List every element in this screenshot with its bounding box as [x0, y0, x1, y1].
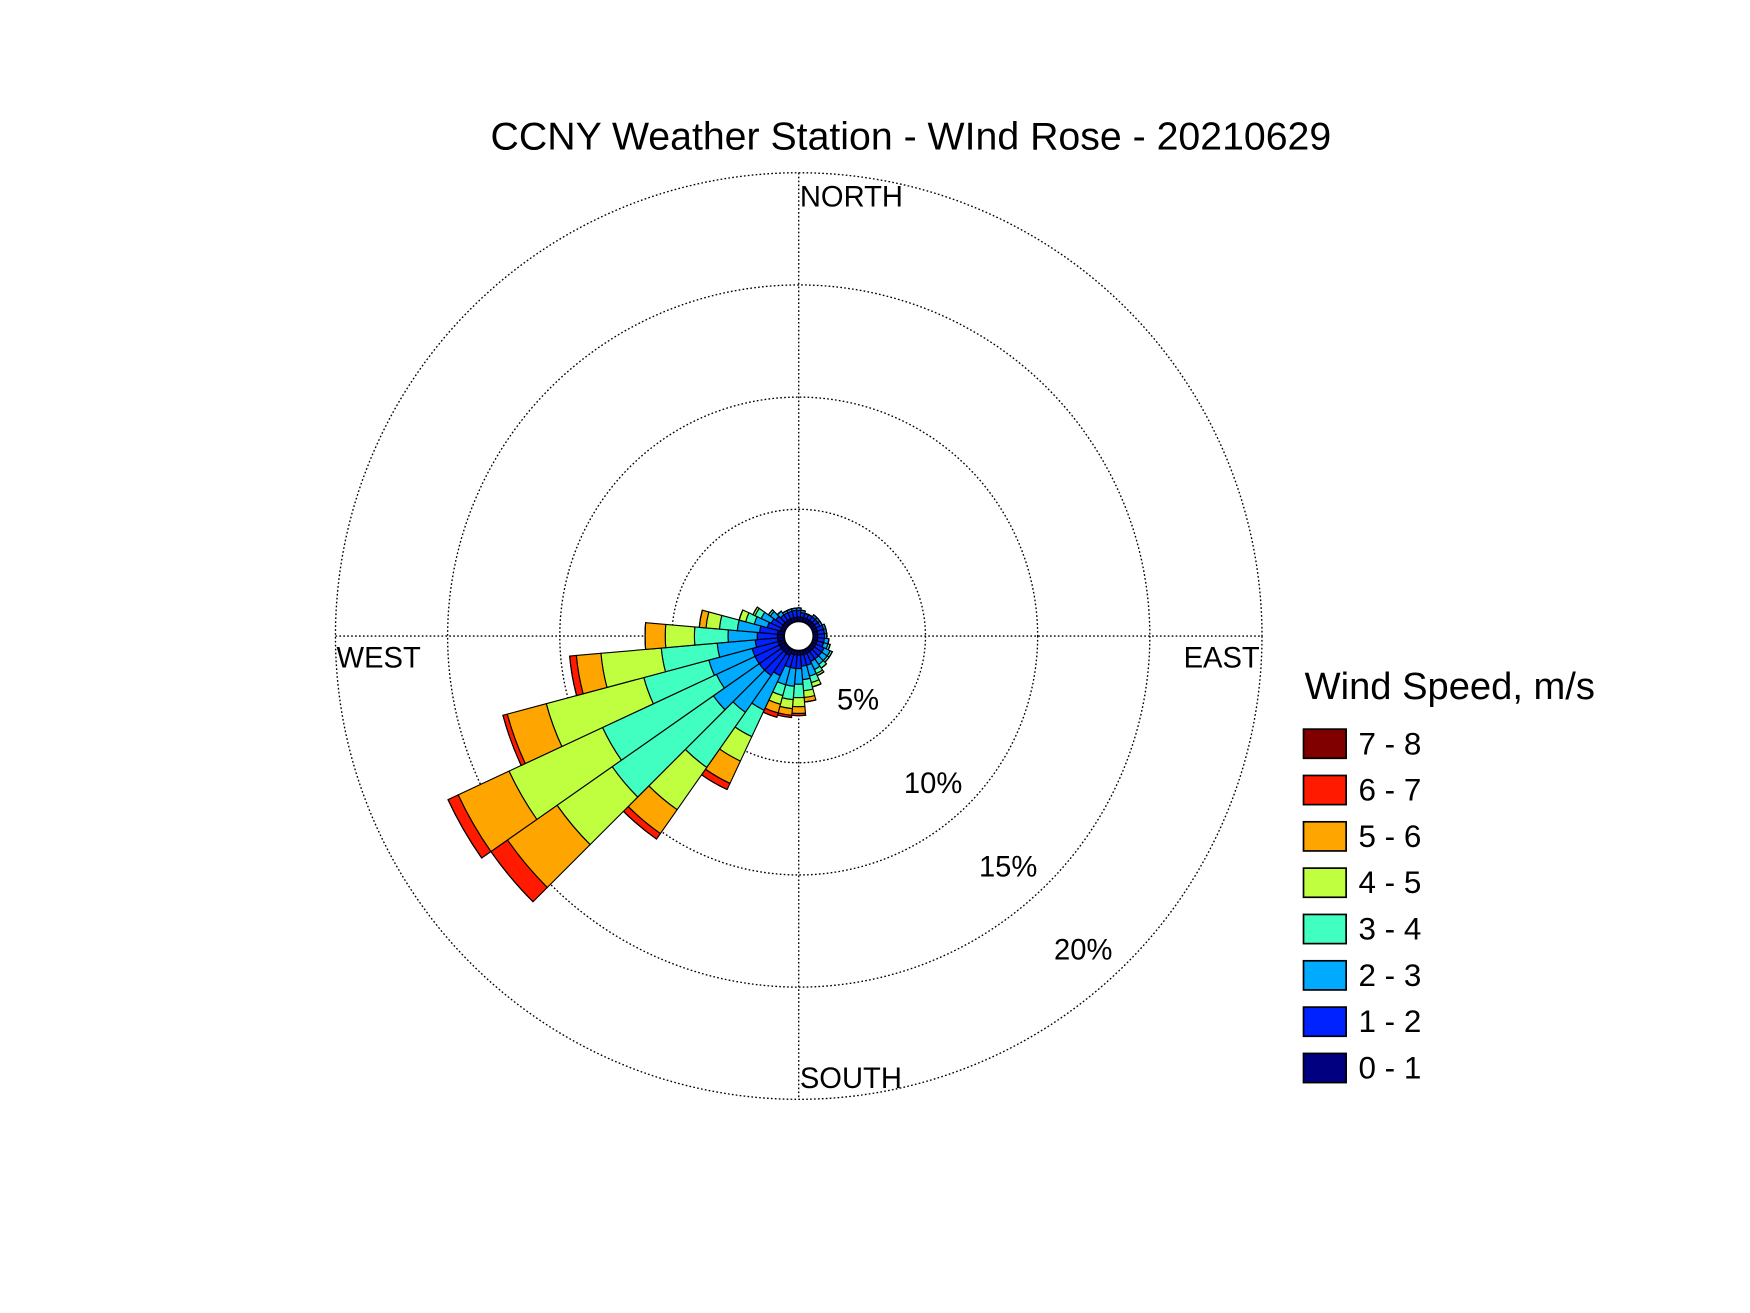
wind-segment: [752, 606, 758, 616]
legend-label: 0 - 1: [1358, 1051, 1421, 1086]
legend-label: 3 - 4: [1358, 912, 1421, 947]
r-tick-label: 5%: [837, 685, 879, 717]
direction-label: WEST: [337, 642, 421, 674]
legend-swatch: [1302, 1006, 1347, 1038]
direction-label: NORTH: [800, 181, 903, 213]
wind-segment: [698, 609, 703, 628]
legend-swatch: [1302, 1052, 1347, 1084]
wind-segment: [738, 609, 744, 621]
legend-swatch: [1302, 913, 1347, 945]
wind-segment: [791, 705, 807, 714]
bars: [447, 606, 833, 903]
legend-label: 5 - 6: [1358, 819, 1421, 854]
direction-label: EAST: [1184, 642, 1260, 674]
labels: 5% 10% 15% 20%: [837, 685, 1112, 967]
legend-swatch: [1302, 774, 1347, 806]
wind-segment: [664, 623, 696, 649]
wind-segment: [800, 609, 806, 612]
chart-title: CCNY Weather Station - WInd Rose - 20210…: [491, 114, 1332, 158]
r-tick-label: 15%: [979, 851, 1037, 883]
wind-segment: [569, 655, 578, 697]
legend-swatch: [1302, 728, 1347, 760]
legend-swatch: [1302, 959, 1347, 991]
legend-label: 1 - 2: [1358, 1004, 1421, 1039]
legend-label: 4 - 5: [1358, 865, 1421, 900]
wind-segment: [644, 622, 647, 650]
wind-segment: [790, 607, 797, 610]
wind-segment: [792, 696, 806, 708]
legend: 0 - 1 1 - 2 2 - 3 3 - 4 4 - 5 5 - 6 6 - 7 7 - 8: [1302, 726, 1421, 1086]
center-hole: [783, 620, 815, 652]
legend-swatch: [1302, 867, 1347, 899]
legend-label: 6 - 7: [1358, 773, 1421, 808]
wind-segment: [644, 622, 667, 650]
wind-segment: [718, 614, 740, 632]
wind-segment: [767, 609, 774, 616]
legend-swatch: [1302, 820, 1347, 852]
r-tick-label: 20%: [1054, 935, 1112, 967]
grid-ring: [334, 172, 1263, 1100]
wind-segment: [792, 683, 805, 699]
wind-segment: [776, 610, 782, 616]
wind-segment: [447, 799, 483, 859]
wind-segment: [502, 714, 522, 767]
direction-label: SOUTH: [800, 1063, 902, 1095]
legend-label: 2 - 3: [1358, 958, 1421, 993]
legend-title: Wind Speed, m/s: [1305, 665, 1595, 708]
legend-label: 7 - 8: [1358, 726, 1421, 761]
r-tick-label: 10%: [904, 768, 962, 800]
